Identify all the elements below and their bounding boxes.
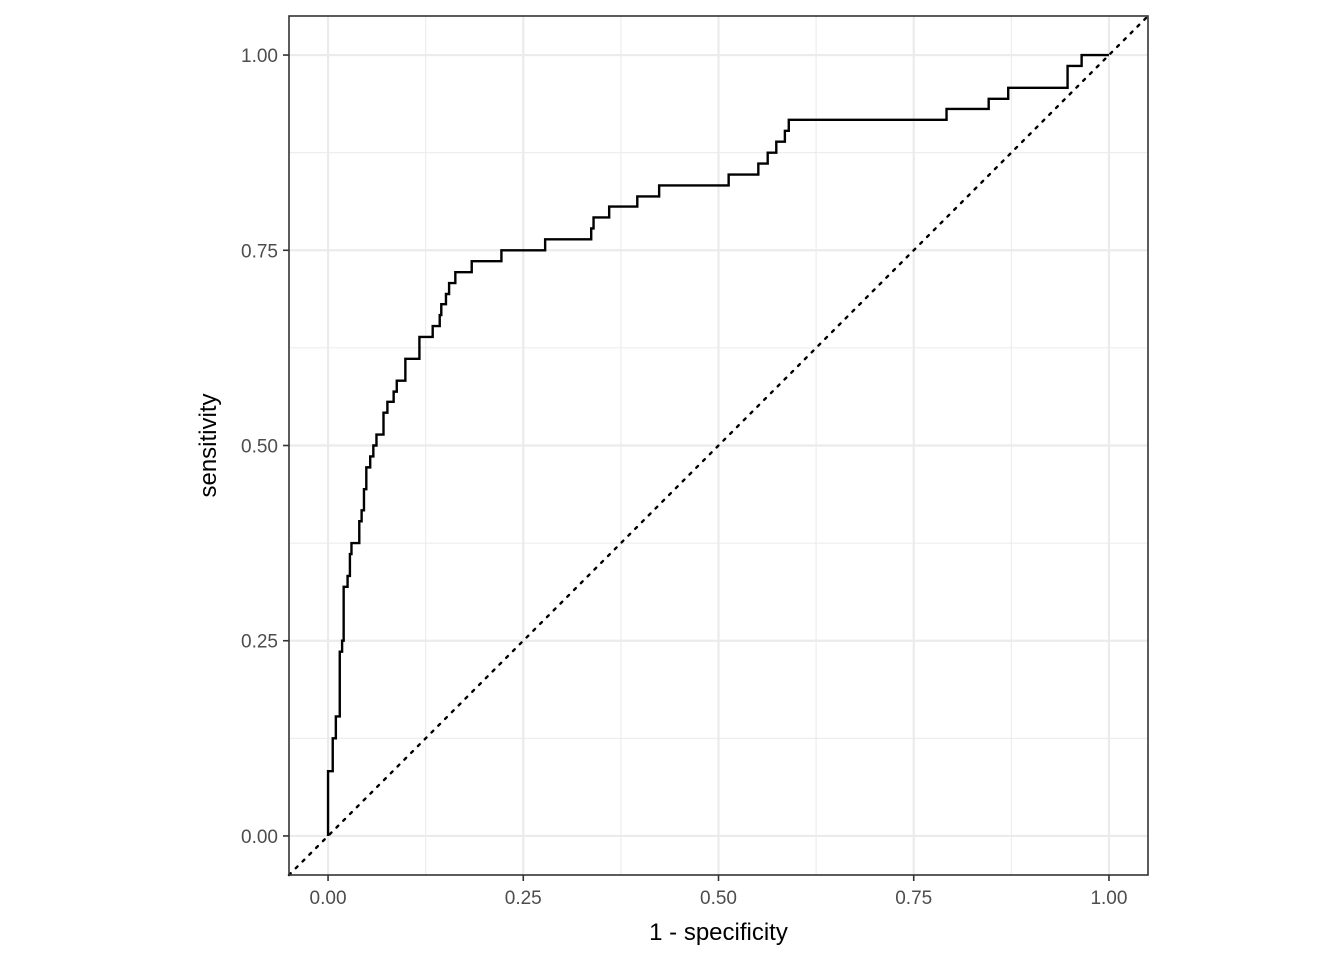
- roc-curve-line: [326, 53, 1109, 836]
- x-tick-label: 1.00: [1090, 888, 1127, 909]
- series-layer: [287, 14, 1150, 877]
- y-tick-label: 0.75: [241, 241, 278, 262]
- x-tick-label: 0.00: [310, 888, 347, 909]
- y-tick-label: 0.00: [241, 827, 278, 848]
- x-tick-label: 0.75: [895, 888, 932, 909]
- reference-diagonal-line: [287, 14, 1150, 877]
- x-axis-ticks: 0.00 0.25 0.50 0.75 1.00: [310, 875, 1127, 909]
- y-axis-title: sensitivity: [195, 393, 222, 497]
- y-axis-ticks: 0.00 0.25 0.50 0.75 1.00: [241, 46, 289, 848]
- x-axis-title: 1 - specificity: [649, 919, 788, 946]
- y-tick-label: 0.50: [241, 437, 278, 458]
- x-tick-label: 0.50: [700, 888, 737, 909]
- y-tick-label: 0.25: [241, 632, 278, 653]
- y-tick-label: 1.00: [241, 46, 278, 67]
- x-tick-label: 0.25: [505, 888, 542, 909]
